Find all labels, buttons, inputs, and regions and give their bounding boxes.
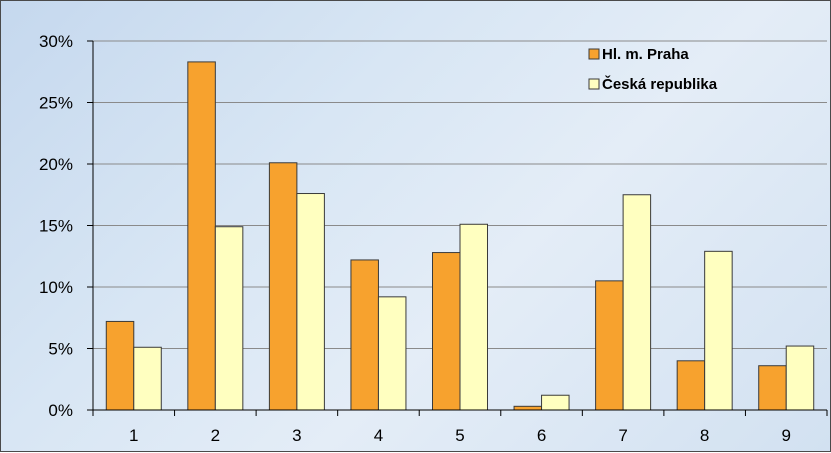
bar-praha-8 [676, 360, 706, 411]
legend: Hl. m. Praha Česká republika [588, 46, 718, 93]
bar-praha-7 [595, 280, 624, 411]
axes: 0% 5% 10% 15% 20% 25% 30% 1 2 3 4 5 6 7 8 9 [39, 32, 828, 445]
bar-praha-6 [513, 405, 543, 411]
x-tick-label: 4 [374, 426, 383, 445]
x-tick-label: 3 [292, 426, 301, 445]
y-tick-label: 25% [39, 94, 73, 113]
x-tick-label: 1 [129, 426, 138, 445]
y-tick-label: 30% [39, 32, 73, 51]
x-tick-label: 8 [700, 426, 709, 445]
bar-cr-5 [459, 223, 488, 411]
legend-swatch [588, 48, 600, 60]
bar-cr-3 [296, 193, 325, 411]
bar-praha-1 [105, 320, 135, 411]
y-tick-label: 15% [39, 217, 73, 236]
bar-praha-3 [268, 162, 298, 411]
x-tick-label: 5 [455, 426, 464, 445]
bar-praha-5 [432, 252, 461, 411]
x-tick-label: 6 [537, 426, 546, 445]
bar-cr-2 [214, 226, 244, 411]
y-tick-label: 20% [39, 155, 73, 174]
x-tick-label: 7 [618, 426, 627, 445]
bar-cr-9 [785, 345, 815, 411]
x-tick-label: 2 [211, 426, 220, 445]
legend-label: Hl. m. Praha [602, 46, 689, 63]
bar-cr-4 [377, 296, 407, 411]
bar-praha-2 [187, 61, 216, 411]
legend-swatch [588, 78, 600, 90]
y-tick-label: 10% [39, 278, 73, 297]
legend-label: Česká republika [602, 75, 718, 93]
y-tick-label: 5% [48, 340, 73, 359]
bar-cr-6 [541, 394, 570, 411]
bar-praha-9 [758, 365, 787, 411]
y-tick-label: 0% [48, 401, 73, 420]
bar-cr-8 [704, 250, 733, 411]
bar-cr-7 [622, 194, 652, 411]
bar-cr-1 [133, 346, 162, 411]
bar-praha-4 [350, 259, 379, 411]
bars [105, 61, 815, 411]
x-tick-label: 9 [781, 426, 790, 445]
